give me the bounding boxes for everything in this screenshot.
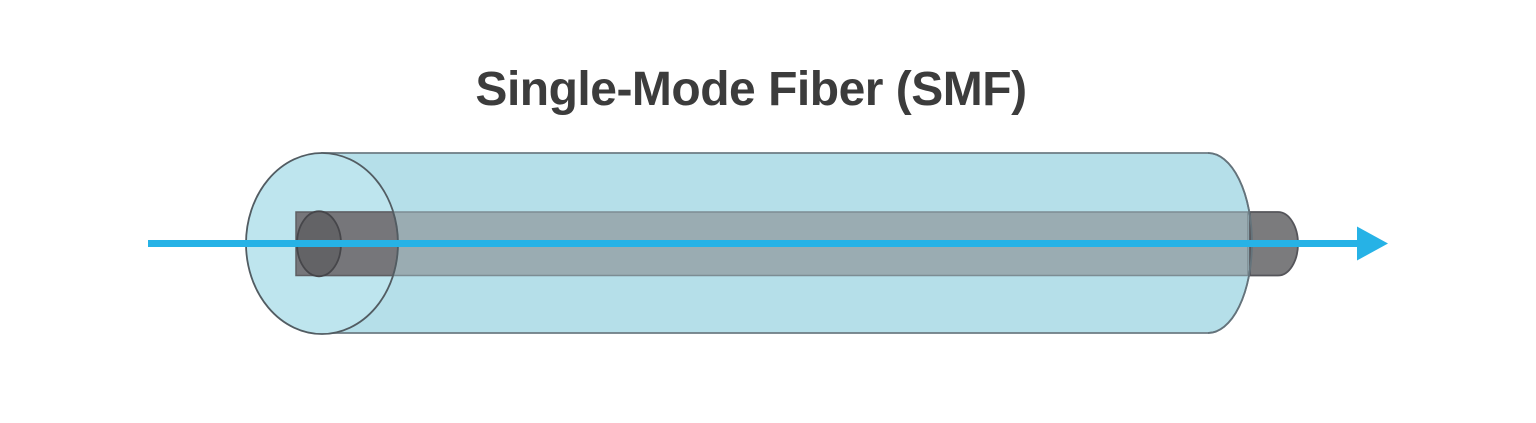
light-ray-arrowhead-icon — [1357, 226, 1388, 261]
diagram-title: Single-Mode Fiber (SMF) — [475, 63, 1027, 116]
